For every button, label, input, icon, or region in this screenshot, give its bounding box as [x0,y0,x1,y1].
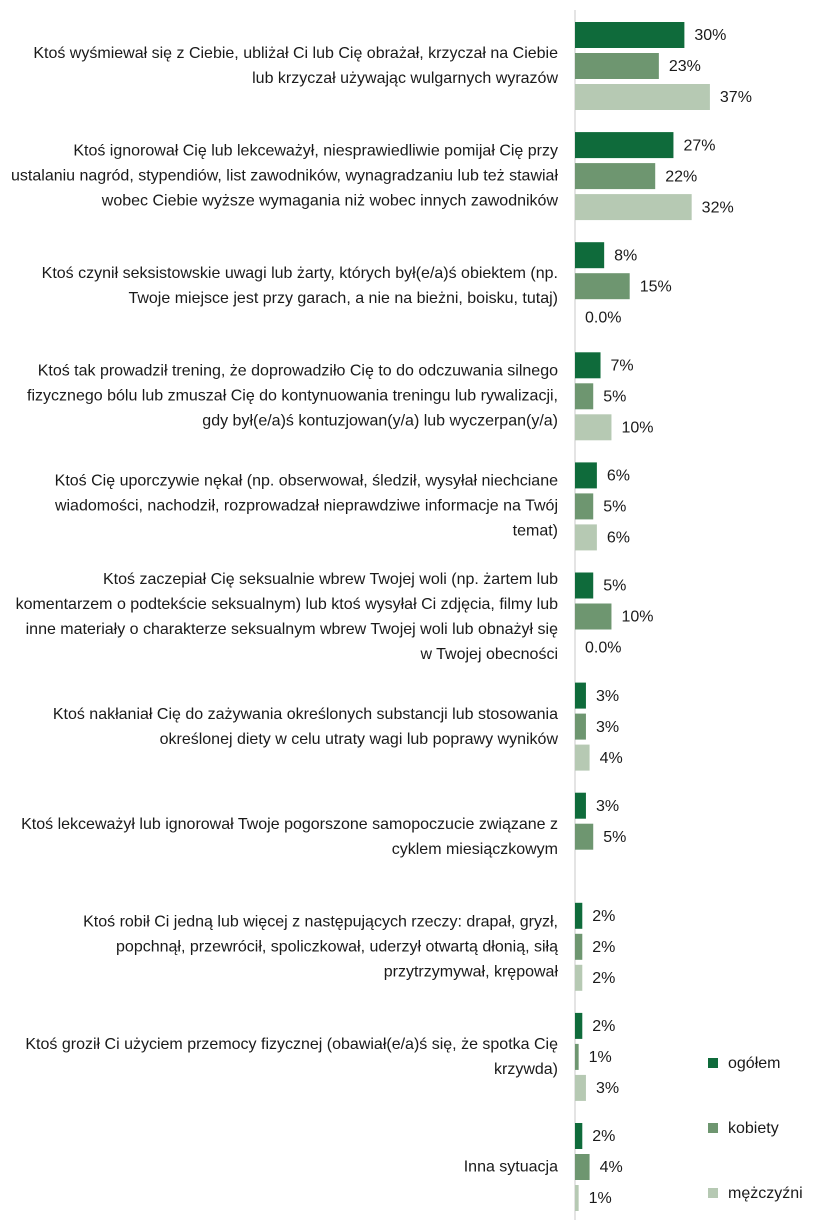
legend-swatch [708,1058,718,1068]
bar [575,163,656,190]
bar [575,964,583,991]
bar [575,53,659,79]
value-label: 8% [614,247,637,264]
legend-label: ogółem [728,1055,780,1072]
bar [575,603,612,630]
bar [575,524,597,551]
value-label: 22% [665,168,697,185]
bar [575,132,674,159]
bar [575,84,710,110]
value-label: 10% [621,420,653,437]
bar [575,933,583,960]
category-label: Ktoś nakłaniał Cię do zażywania określon… [52,705,558,748]
value-label: 3% [596,719,619,736]
bar [575,713,586,740]
bar [575,1074,586,1101]
value-label: 4% [600,1159,623,1176]
bar [575,744,590,771]
value-label: 2% [592,970,615,987]
value-label: 5% [603,578,626,595]
value-label: 0.0% [585,640,621,657]
value-label: 4% [600,750,623,767]
value-label: 23% [669,58,701,75]
value-label: 37% [720,89,752,106]
value-label: 5% [603,829,626,846]
bar [575,462,597,489]
bar [575,823,594,850]
bar [575,273,630,300]
value-label: 6% [607,468,630,485]
category-label: Ktoś robił Ci jedną lub więcej z następu… [83,913,558,981]
category-label: Ktoś tak prowadził trening, że doprowadz… [27,362,558,430]
value-label: 3% [596,688,619,705]
value-label: 5% [603,389,626,406]
bar [575,1012,583,1039]
legend-label: mężczyźni [728,1185,803,1202]
bar [575,194,692,221]
bar [575,1123,583,1149]
value-label: 2% [592,1128,615,1145]
bar [575,352,601,379]
bar [575,1043,579,1070]
value-label: 7% [611,358,634,375]
value-label: 2% [592,939,615,956]
value-label: 27% [683,137,715,154]
category-label: Ktoś czynił seksistowskie uwagi lub żart… [41,265,558,308]
category-label: Ktoś Cię uporczywie nękał (np. obserwowa… [54,472,558,540]
value-label: 32% [702,199,734,216]
bar [575,1154,590,1180]
category-label: Ktoś zaczepiał Cię seksualnie wbrew Twoj… [15,570,558,663]
value-label: 30% [694,27,726,44]
value-label: 0.0% [585,309,621,326]
category-label: Ktoś wyśmiewał się z Ciebie, ubliżał Ci … [33,45,558,87]
bar [575,493,594,520]
legend-swatch [708,1188,718,1198]
value-label: 10% [621,609,653,626]
bar [575,792,586,819]
bar [575,414,612,441]
value-label: 2% [592,908,615,925]
bar [575,383,594,410]
bar [575,22,685,48]
value-label: 1% [589,1049,612,1066]
bar [575,682,586,709]
category-label: Ktoś groził Ci użyciem przemocy fizyczne… [25,1035,558,1078]
category-label: Inna sytuacja [463,1158,558,1176]
value-label: 3% [596,798,619,815]
legend-label: kobiety [728,1120,779,1137]
value-label: 5% [603,499,626,516]
category-label: Ktoś ignorował Cię lub lekceważył, niesp… [11,142,558,210]
legend-swatch [708,1123,718,1133]
bar [575,1185,579,1211]
value-label: 3% [596,1080,619,1097]
category-label: Ktoś lekceważył lub ignorował Twoje pogo… [21,815,558,858]
bar [575,572,594,599]
bar [575,902,583,929]
value-label: 6% [607,530,630,547]
value-label: 2% [592,1018,615,1035]
bar [575,242,605,269]
value-label: 15% [640,278,672,295]
value-label: 1% [589,1190,612,1207]
